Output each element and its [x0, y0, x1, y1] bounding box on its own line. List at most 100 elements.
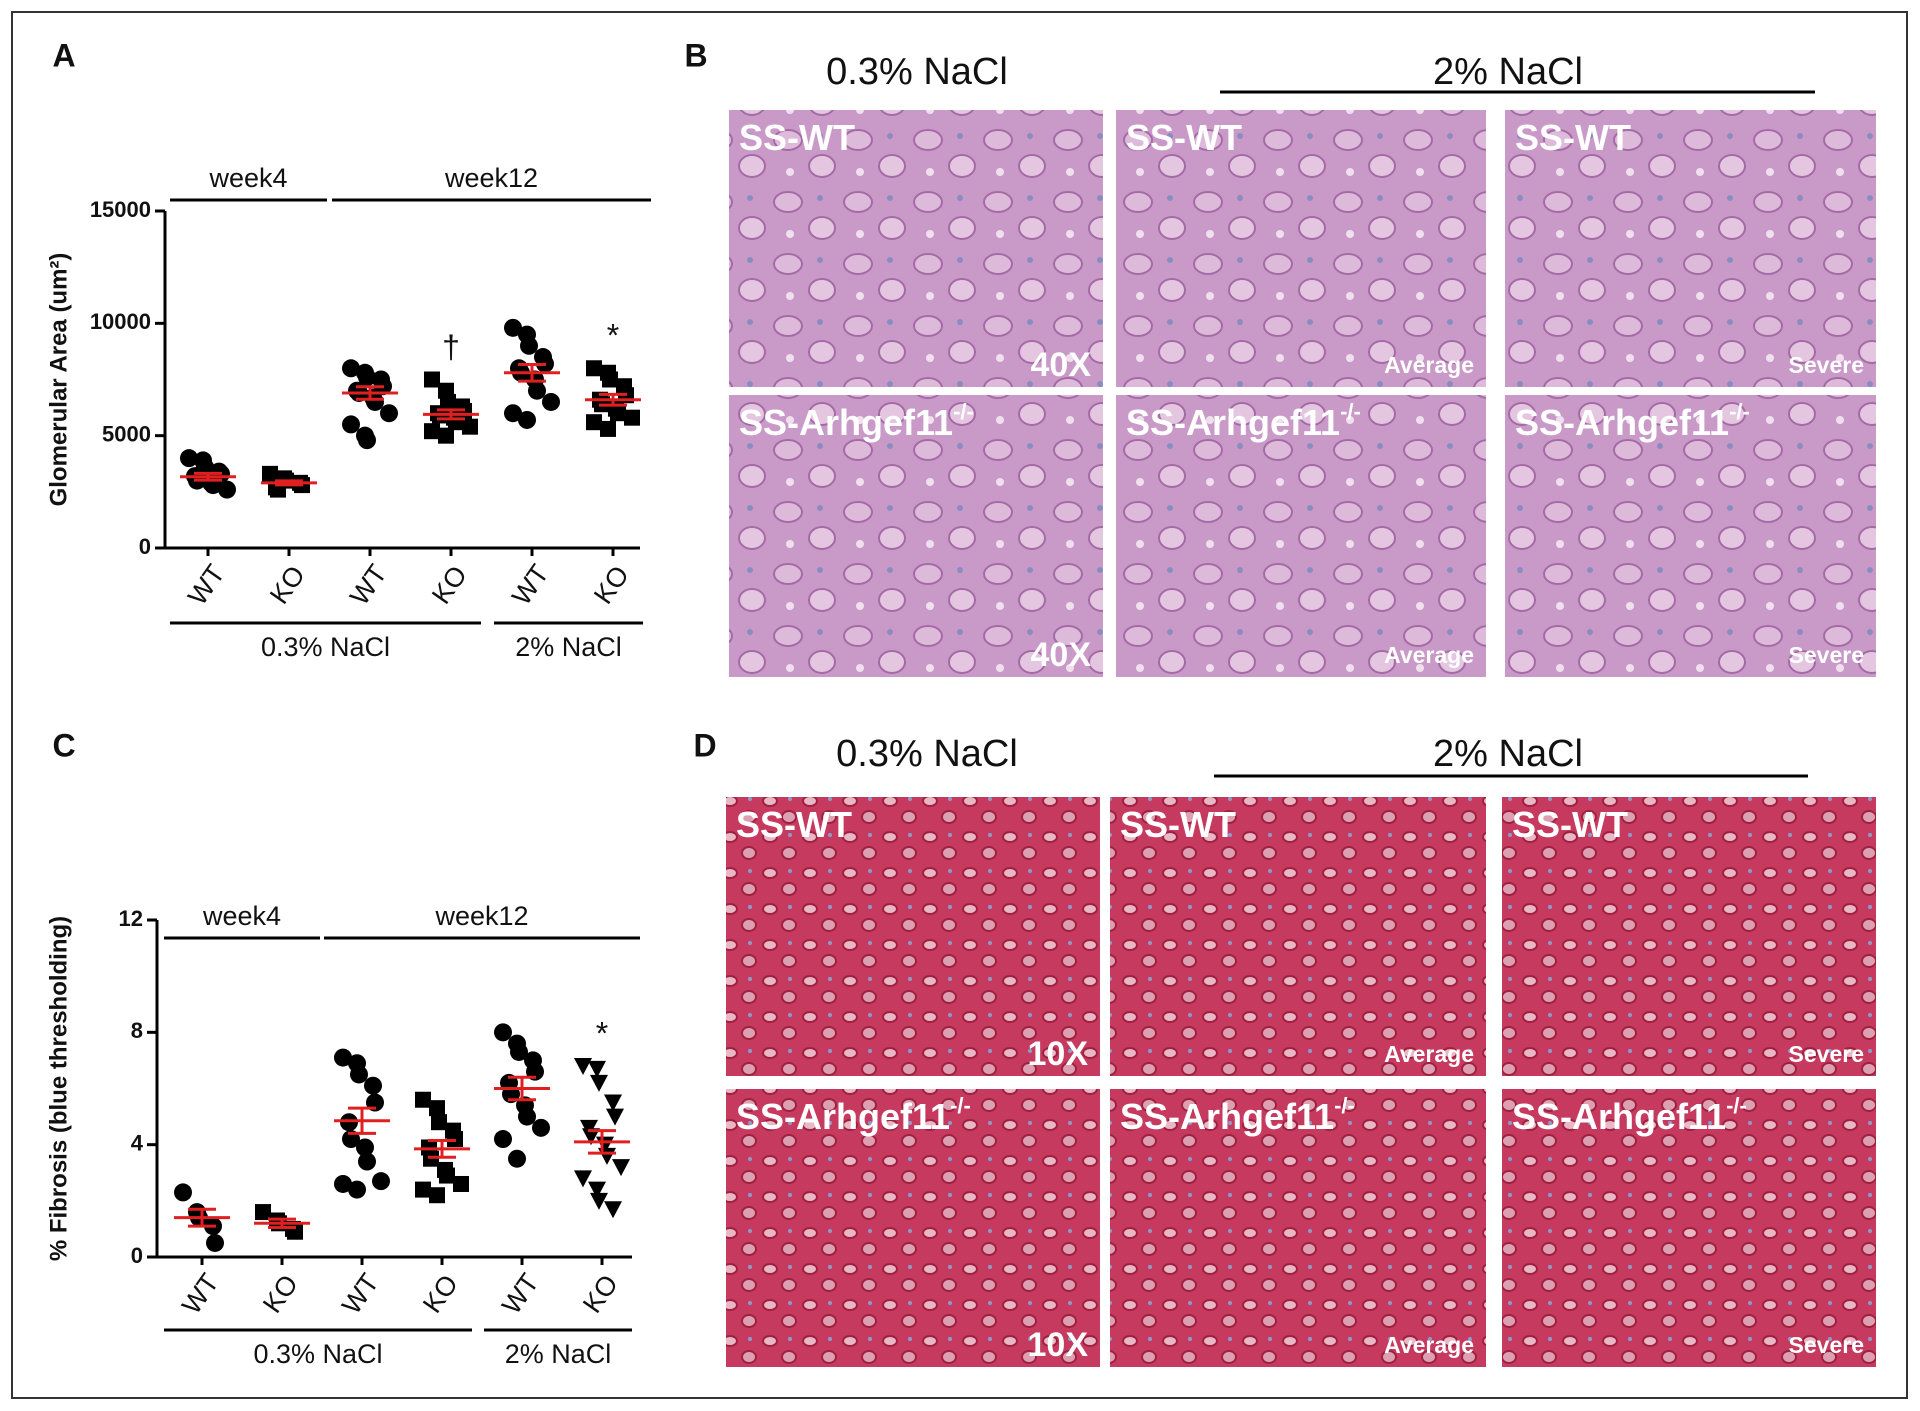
data-point [518, 1107, 536, 1126]
micrograph [1502, 1089, 1876, 1367]
genotype-text: SS-WT [1120, 804, 1236, 845]
data-point [358, 431, 376, 450]
genotype-label: SS-WT [739, 117, 855, 158]
data-point [582, 1128, 600, 1146]
magnification-label: Average [1384, 1041, 1474, 1067]
data-point [604, 1094, 622, 1112]
data-point [606, 1108, 624, 1126]
x-tick-label: WT [182, 559, 231, 611]
data-point [588, 1181, 606, 1199]
data-point [206, 1233, 224, 1252]
data-point [528, 381, 546, 400]
data-point [574, 1058, 592, 1076]
data-point [334, 1174, 352, 1193]
x-tick-label: WT [344, 559, 393, 611]
x-tick-label: KO [264, 560, 311, 609]
micrograph [726, 1089, 1100, 1367]
data-point [438, 427, 454, 444]
data-point [424, 371, 440, 388]
data-point [429, 1187, 445, 1204]
micrograph [729, 110, 1103, 387]
column-header: 2% NaCl [1433, 733, 1583, 775]
data-point [380, 404, 398, 423]
genotype-label: SS-Arhgef11-/- [1515, 399, 1750, 443]
data-point [518, 410, 536, 429]
genotype-label: SS-Arhgef11-/- [739, 399, 974, 443]
x-tick-label: WT [506, 559, 555, 611]
magnification-label: Average [1384, 352, 1474, 378]
x-tick-label: KO [426, 560, 473, 609]
genotype-superscript: -/- [953, 399, 974, 424]
micrograph [1110, 1089, 1486, 1367]
micrograph [726, 797, 1100, 1076]
genotype-label: SS-Arhgef11-/- [1126, 399, 1361, 443]
bracket-label: 2% NaCl [515, 632, 622, 662]
x-tick-label: KO [577, 1269, 624, 1318]
y-tick-label: 0 [139, 534, 151, 559]
y-axis-label: % Fibrosis (blue thresholding) [45, 916, 72, 1261]
magnification-label: Severe [1789, 1041, 1864, 1067]
micrograph [1116, 110, 1486, 387]
bracket-label: week4 [202, 901, 281, 931]
panel-letter: D [693, 727, 716, 763]
y-tick-label: 5000 [102, 421, 151, 446]
panel-letter: B [684, 37, 707, 73]
data-point [218, 480, 236, 499]
data-point [590, 1074, 608, 1092]
data-point [372, 1172, 390, 1191]
genotype-text: SS-Arhgef11 [1120, 1096, 1334, 1137]
genotype-text: SS-Arhgef11 [1126, 402, 1340, 443]
data-point [600, 420, 616, 437]
x-tick-label: KO [588, 560, 635, 609]
bracket-label: 0.3% NaCl [253, 1339, 382, 1369]
genotype-text: SS-Arhgef11 [739, 402, 953, 443]
micrograph [1505, 395, 1876, 677]
genotype-superscript: -/- [1726, 1093, 1747, 1118]
data-point [255, 1204, 271, 1221]
data-point [494, 1023, 512, 1042]
magnification-label: Severe [1789, 642, 1864, 668]
data-point [504, 318, 522, 337]
genotype-text: SS-Arhgef11 [1515, 402, 1729, 443]
data-point [350, 1065, 368, 1084]
data-point [590, 1192, 608, 1210]
bracket-label: 0.3% NaCl [261, 632, 390, 662]
data-point [334, 1048, 352, 1067]
significance-mark: † [442, 329, 460, 365]
data-point [415, 1181, 431, 1198]
y-tick-label: 0 [131, 1243, 143, 1268]
panel-letter: A [52, 37, 75, 73]
data-point [542, 392, 560, 411]
genotype-superscript: -/- [1729, 399, 1750, 424]
data-point [174, 1183, 192, 1202]
y-tick-label: 12 [119, 906, 143, 931]
genotype-label: SS-WT [1126, 117, 1242, 158]
magnification-label: Average [1384, 642, 1474, 668]
magnification-label: Severe [1789, 1332, 1864, 1358]
data-point [504, 404, 522, 423]
column-header: 2% NaCl [1433, 51, 1583, 93]
bracket-label: week12 [444, 163, 538, 193]
magnification-label: Severe [1789, 352, 1864, 378]
column-header: 0.3% NaCl [826, 51, 1008, 93]
data-point [358, 368, 376, 387]
magnification-label: 40X [1031, 346, 1092, 384]
data-point [356, 1138, 374, 1157]
genotype-label: SS-Arhgef11-/- [736, 1093, 971, 1137]
x-tick-label: KO [257, 1269, 304, 1318]
genotype-label: SS-WT [1512, 804, 1628, 845]
data-point [602, 371, 618, 388]
data-point [415, 1091, 431, 1108]
genotype-superscript: -/- [1334, 1093, 1355, 1118]
figure-frame [11, 11, 1908, 1399]
data-point [431, 1114, 447, 1131]
x-tick-label: WT [336, 1268, 385, 1320]
column-header: 0.3% NaCl [836, 733, 1018, 775]
y-tick-label: 10000 [90, 309, 151, 334]
panel-letter: C [52, 727, 75, 763]
data-point [624, 409, 640, 426]
data-point [612, 1159, 630, 1177]
data-point [586, 360, 602, 377]
genotype-text: SS-Arhgef11 [1512, 1096, 1726, 1137]
